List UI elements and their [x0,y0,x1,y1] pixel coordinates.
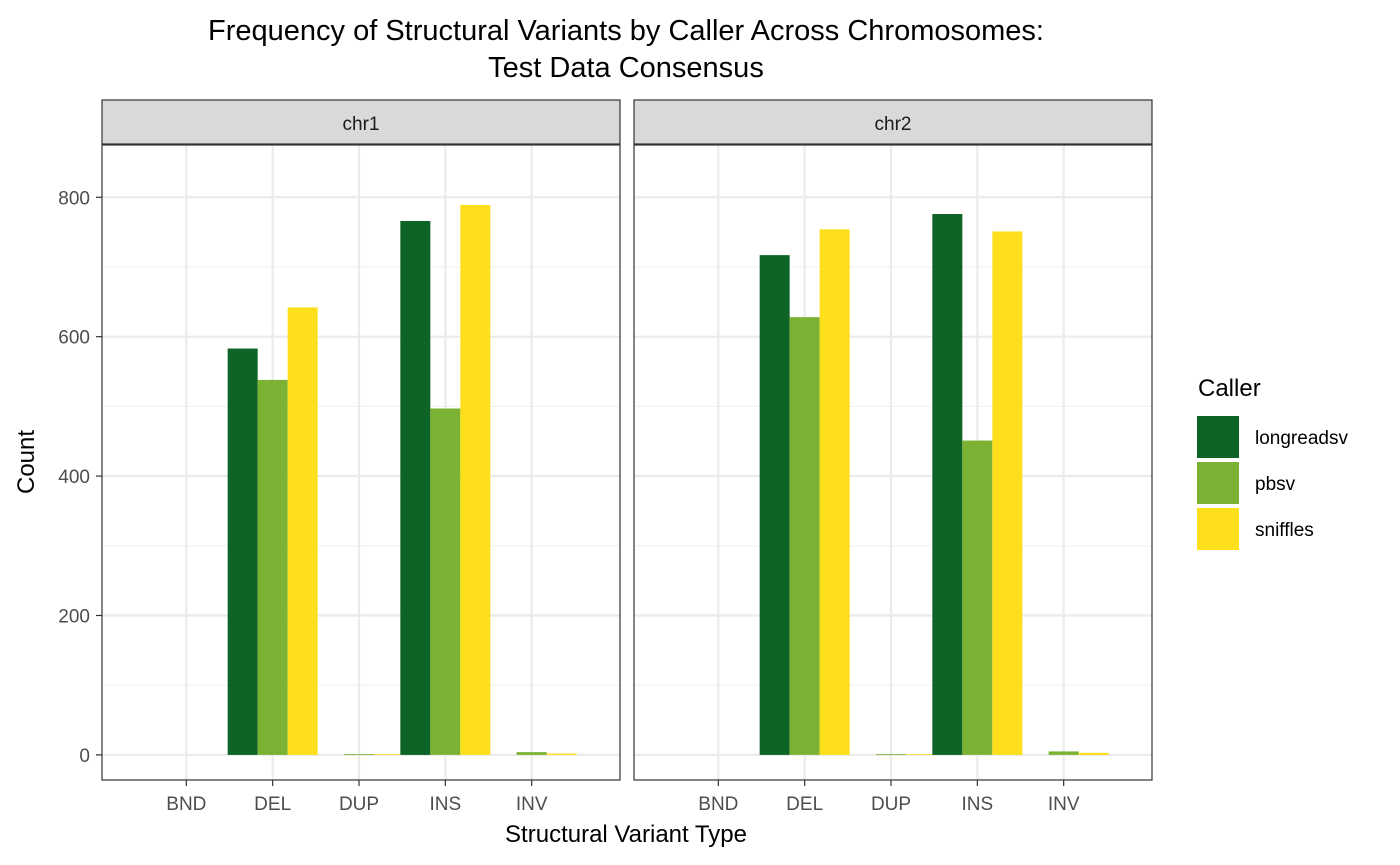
legend-label-pbsv: pbsv [1255,474,1296,495]
x-axis-title: Structural Variant Type [505,821,747,848]
panel-background [634,145,1152,780]
panel-chr2: chr2 BND DEL DUP INS INV [633,99,1153,815]
y-axis-title: Count [13,430,40,494]
x-tick-label-DEL: DEL [786,794,823,815]
bar-chr1-DUP-pbsv [344,754,374,756]
strip-label-chr2: chr2 [875,114,912,135]
bar-chr2-DUP-pbsv [876,754,906,756]
bar-chr1-DEL-pbsv [257,379,288,755]
legend-key-pbsv [1197,462,1239,504]
y-tick-label-600: 600 [58,328,90,349]
y-tick-label-400: 400 [58,467,90,488]
bar-chr1-DEL-sniffles [287,307,318,755]
bar-chr2-DEL-pbsv [789,317,820,755]
x-tick-label-DUP: DUP [871,794,911,815]
panel-border [633,144,1153,781]
bar-chr1-INS-pbsv [430,408,461,755]
legend-label-sniffles: sniffles [1255,520,1314,541]
bar-chr2-INS-sniffles [992,231,1023,755]
x-tick-label-INV: INV [1048,794,1080,815]
strip-chr2 [633,99,1153,145]
y-tick-label-200: 200 [58,606,90,627]
x-tick-label-DUP: DUP [339,794,379,815]
bar-chr2-INS-longreadsv [932,214,963,755]
legend-label-longreadsv: longreadsv [1255,428,1348,449]
panel-background [102,145,620,780]
y-tick-label-0: 0 [79,746,90,767]
bar-chr1-DUP-sniffles [374,754,404,756]
bar-chr1-INS-longreadsv [400,220,431,755]
panel-border [101,144,621,781]
bar-chr2-INS-pbsv [962,440,993,755]
bar-chr1-INV-sniffles [546,753,577,755]
facet-panels: chr1 BND DEL DUP INS INV 0 200 400 600 800 chr2 BND D… [58,99,1153,815]
bar-chr2-INV-pbsv [1048,751,1079,755]
legend-key-longreadsv [1197,416,1239,458]
bar-chr1-INV-pbsv [516,752,547,755]
legend: Caller longreadsv pbsv sniffles [1197,375,1348,550]
chart-title-line-2: Test Data Consensus [488,52,764,84]
legend-title: Caller [1198,375,1261,402]
bar-chr1-INS-sniffles [460,204,491,755]
bar-chr1-DEL-longreadsv [227,348,258,755]
legend-key-sniffles [1197,508,1239,550]
panel-chr1: chr1 BND DEL DUP INS INV 0 200 400 600 800 [58,99,621,815]
x-tick-label-BND: BND [166,794,206,815]
x-tick-label-DEL: DEL [254,794,291,815]
bar-chr2-INV-sniffles [1078,752,1109,755]
x-tick-label-BND: BND [698,794,738,815]
chart-title-line-1: Frequency of Structural Variants by Call… [208,15,1044,47]
x-tick-label-INV: INV [516,794,548,815]
strip-label-chr1: chr1 [343,114,380,135]
x-tick-label-INS: INS [429,794,461,815]
x-tick-label-INS: INS [961,794,993,815]
bar-chr2-DUP-sniffles [906,754,936,756]
y-tick-label-800: 800 [58,188,90,209]
bar-chr2-DEL-sniffles [819,229,850,755]
bar-chr2-DEL-longreadsv [759,255,790,755]
strip-chr1 [101,99,621,145]
